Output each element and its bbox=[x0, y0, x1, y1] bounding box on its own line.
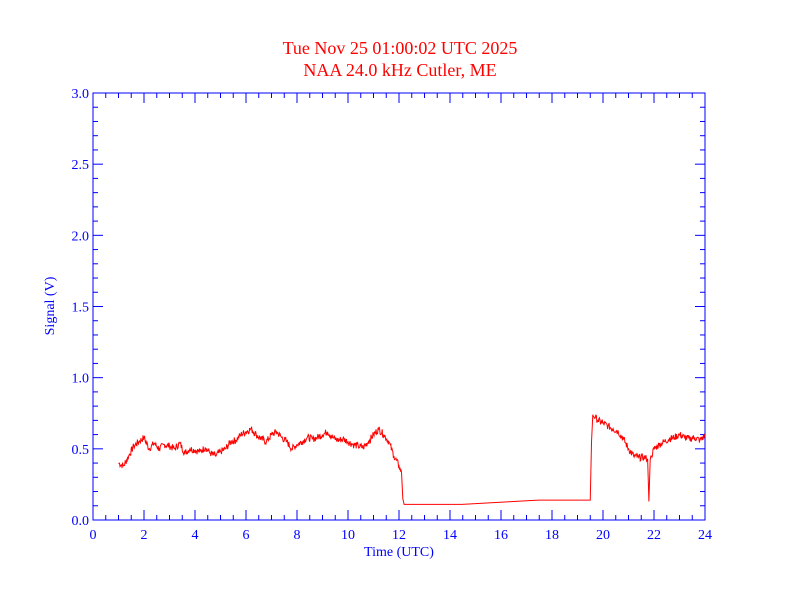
x-tick-label: 4 bbox=[192, 528, 199, 543]
x-tick-label: 18 bbox=[545, 528, 559, 543]
y-tick-label: 3.0 bbox=[72, 87, 90, 102]
y-axis-label: Signal (V) bbox=[43, 276, 58, 335]
chart-title: Tue Nov 25 01:00:02 UTC 2025 bbox=[283, 38, 518, 58]
x-tick-label: 20 bbox=[596, 528, 610, 543]
plot-frame bbox=[92, 92, 706, 521]
axis-ticks bbox=[92, 92, 706, 521]
x-tick-label: 8 bbox=[294, 528, 301, 543]
x-tick-label: 14 bbox=[443, 528, 457, 543]
x-tick-label: 16 bbox=[494, 528, 508, 543]
x-tick-label: 10 bbox=[341, 528, 355, 543]
y-tick-label: 0.5 bbox=[72, 443, 90, 458]
series-line bbox=[118, 414, 706, 505]
y-tick-label: 1.5 bbox=[72, 301, 90, 316]
chart-subtitle: NAA 24.0 kHz Cutler, ME bbox=[303, 60, 496, 80]
x-tick-label: 0 bbox=[90, 528, 97, 543]
y-tick-label: 2.0 bbox=[72, 229, 90, 244]
x-axis-label: Time (UTC) bbox=[364, 545, 434, 560]
x-tick-label: 6 bbox=[243, 528, 250, 543]
x-tick-label: 22 bbox=[647, 528, 661, 543]
tick-labels: 0 2 4 6 8 10 12 14 16 18 20 22 240.00.51.01.52.02.53… bbox=[72, 87, 713, 543]
x-tick-label: 2 bbox=[141, 528, 148, 543]
x-tick-label: 24 bbox=[698, 528, 712, 543]
x-tick-label: 12 bbox=[392, 528, 406, 543]
y-tick-label: 2.5 bbox=[72, 158, 90, 173]
y-tick-label: 0.0 bbox=[72, 514, 90, 529]
y-tick-label: 1.0 bbox=[72, 372, 90, 387]
